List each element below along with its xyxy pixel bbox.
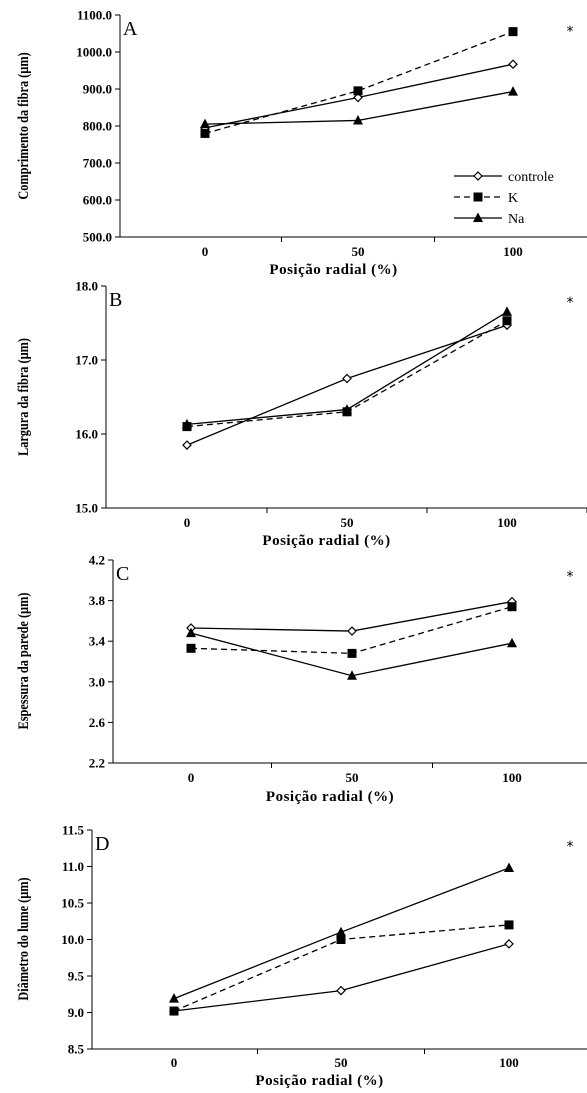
- y-tick-label: 1100.0: [77, 8, 112, 23]
- point-na: [508, 86, 518, 96]
- panel-label: B: [109, 289, 122, 311]
- point-k: [347, 648, 357, 658]
- y-axis-title: Diâmetro do lume (µm): [15, 877, 32, 1000]
- x-tick-label: 100: [497, 515, 517, 530]
- panel-label: A: [123, 18, 138, 40]
- point-na: [347, 670, 357, 680]
- y-tick-label: 500.0: [83, 230, 112, 245]
- x-axis-title: Posição radial (%): [269, 262, 397, 278]
- panel-label: C: [116, 563, 129, 585]
- y-tick-label: 11.0: [62, 859, 84, 874]
- legend-label-na: Na: [508, 212, 525, 227]
- y-axis-title: Largura da fibra (µm): [15, 338, 32, 456]
- y-tick-label: 17.0: [75, 353, 98, 368]
- y-tick-label: 9.5: [68, 969, 85, 984]
- point-na: [200, 118, 210, 129]
- point-na: [353, 114, 363, 125]
- x-tick-label: 50: [341, 515, 354, 530]
- y-tick-label: 10.0: [61, 932, 84, 947]
- point-na: [182, 418, 192, 429]
- y-tick-label: 8.5: [68, 1042, 85, 1057]
- point-k: [502, 316, 512, 326]
- point-k: [169, 1006, 179, 1016]
- y-axis-title: Espessura da parede (µm): [15, 593, 32, 730]
- legend-marker-k: [473, 192, 483, 202]
- legend-label-k: K: [508, 191, 518, 206]
- y-tick-label: 2.6: [89, 715, 106, 730]
- point-controle: [508, 59, 518, 70]
- point-controle: [347, 626, 357, 636]
- legend-marker-na: [473, 212, 483, 222]
- point-k: [200, 128, 210, 138]
- panel-b: 15.0 16.0 17.0 18.0 0 50 100 Posição radial (%)…: [15, 279, 587, 549]
- x-axis-title: Posição radial (%): [262, 533, 390, 549]
- point-k: [508, 27, 518, 37]
- series-line-controle: [186, 324, 508, 446]
- x-tick-label: 50: [346, 770, 359, 785]
- point-na: [507, 637, 517, 648]
- point-controle: [342, 373, 352, 384]
- x-tick-label: 0: [202, 244, 209, 259]
- series-line-k: [204, 31, 514, 135]
- legend: controle K Na: [454, 170, 554, 227]
- panel-label: D: [95, 833, 109, 855]
- point-controle: [336, 985, 346, 996]
- point-na: [169, 993, 179, 1003]
- series-line-controle: [173, 943, 510, 1012]
- y-tick-label: 700.0: [83, 156, 112, 171]
- x-tick-label: 100: [503, 244, 523, 259]
- point-controle: [182, 440, 192, 450]
- x-tick-label: 100: [499, 1055, 519, 1070]
- x-tick-label: 100: [502, 770, 522, 785]
- panel-d: 8.5 9.0 9.5 10.0 10.5 11.0 11.5 0 50 100 Posição r…: [15, 823, 587, 1089]
- legend-marker-controle: [473, 171, 483, 181]
- x-axis-title: Posição radial (%): [255, 1073, 383, 1089]
- significance-marker: *: [567, 24, 574, 40]
- y-tick-label: 9.0: [68, 1005, 84, 1020]
- y-tick-label: 3.8: [89, 593, 106, 608]
- x-tick-label: 0: [171, 1055, 178, 1070]
- y-tick-label: 3.4: [89, 634, 106, 649]
- significance-marker: *: [567, 295, 574, 311]
- point-k: [186, 643, 196, 653]
- point-na: [504, 862, 514, 872]
- y-axis-title: Comprimento da fibra (µm): [15, 52, 32, 199]
- y-tick-label: 11.5: [62, 823, 85, 838]
- y-tick-label: 800.0: [83, 119, 112, 134]
- y-tick-label: 15.0: [75, 501, 98, 516]
- point-controle: [353, 92, 363, 103]
- y-tick-label: 600.0: [83, 193, 112, 208]
- y-tick-label: 18.0: [75, 279, 98, 294]
- panel-c: 2.2 2.6 3.0 3.4 3.8 4.2 0 50 100 Posição radial (…: [15, 553, 587, 805]
- point-k: [353, 86, 363, 96]
- point-k: [507, 602, 517, 612]
- point-na: [342, 404, 352, 414]
- y-tick-label: 16.0: [75, 427, 98, 442]
- x-tick-label: 0: [184, 515, 191, 530]
- x-tick-label: 50: [352, 244, 365, 259]
- point-na: [186, 627, 196, 638]
- y-tick-label: 10.5: [61, 896, 84, 911]
- point-k: [504, 920, 514, 930]
- y-tick-label: 1000.0: [76, 45, 112, 60]
- significance-marker: *: [567, 569, 574, 585]
- point-k: [336, 935, 346, 944]
- point-controle: [504, 939, 514, 949]
- series-line-controle: [190, 600, 513, 632]
- y-tick-label: 900.0: [83, 82, 112, 97]
- point-na: [502, 306, 512, 316]
- panel-a: 500.0 600.0 700.0 800.0 900.0 1000.0 1100.0 0 50…: [15, 8, 587, 278]
- y-tick-label: 3.0: [89, 674, 105, 689]
- y-tick-label: 2.2: [89, 756, 105, 771]
- x-tick-label: 50: [335, 1055, 348, 1070]
- legend-label-controle: controle: [508, 170, 554, 185]
- significance-marker: *: [567, 839, 574, 855]
- point-na: [336, 926, 346, 937]
- x-tick-label: 0: [188, 770, 195, 785]
- y-tick-label: 4.2: [89, 553, 105, 568]
- x-axis-title: Posição radial (%): [266, 789, 394, 805]
